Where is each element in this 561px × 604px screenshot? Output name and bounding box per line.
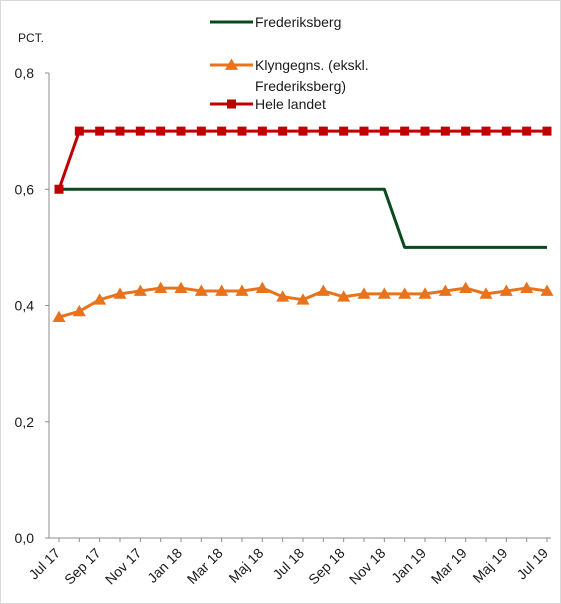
data-point [154,281,168,293]
data-point [113,287,127,299]
x-tick-label: Maj 19 [469,545,510,586]
data-point [418,287,432,299]
x-tick-label: Jul 18 [269,545,307,583]
data-point [479,287,493,299]
data-point [377,287,391,299]
data-point [235,284,249,296]
data-point [420,126,430,136]
x-tick-label: Sep 17 [61,545,104,588]
series-line [57,129,547,190]
legend-label: Klyngegns. (ekskl. [255,57,369,73]
x-tick-label: Maj 18 [225,545,266,586]
legend: Frederiksberg Klyngegns. (ekskl. Frederiks… [210,14,369,112]
data-point [461,126,471,136]
data-point [359,126,369,136]
data-point [237,126,247,136]
data-point [174,281,188,293]
data-point [459,281,473,293]
data-point [520,281,534,293]
y-tick-label: 0,6 [15,181,35,197]
series-layer [52,126,554,322]
data-point [522,126,532,136]
x-tick-label: Sep 18 [305,545,348,588]
series-0 [59,187,547,249]
data-point [400,126,410,136]
data-point [296,293,310,305]
data-point [156,126,166,136]
y-tick-label: 0,4 [15,298,35,314]
series-line [59,187,547,249]
legend-label: Frederiksberg) [255,78,346,94]
data-point [74,126,84,136]
data-point [278,126,288,136]
x-tick-label: Mar 18 [184,545,226,587]
y-axis-unit-label: PCT. [18,31,44,45]
data-point [337,290,351,302]
data-point [257,126,267,136]
data-point [276,290,290,302]
data-point [217,126,227,136]
data-point [95,126,105,136]
legend-swatch-marker [225,58,238,70]
data-point [318,126,328,136]
data-point [440,126,450,136]
data-point [316,284,330,296]
x-tick-label: Mar 19 [428,545,470,587]
data-point [52,310,66,322]
data-point [339,126,349,136]
data-point [398,287,412,299]
y-tick-label: 0,0 [15,530,35,546]
data-point [54,184,64,194]
data-point [438,284,452,296]
y-tick-label: 0,2 [15,414,35,430]
data-point [72,304,86,317]
data-point [115,126,125,136]
x-tick-label: Jan 19 [388,545,429,586]
x-tick-label: Nov 18 [346,545,389,588]
legend-swatch-marker [227,99,236,109]
data-point [133,284,147,296]
x-tick-label: Nov 17 [102,545,145,588]
data-point [196,126,206,136]
legend-label: Frederiksberg [255,14,341,30]
data-point [481,126,491,136]
data-point [298,126,308,136]
data-point [357,287,371,299]
data-point [176,126,186,136]
series-1 [52,281,554,322]
x-tick-label: Jul 19 [513,545,551,583]
x-tick-label: Jul 17 [25,545,63,583]
x-tick-label: Jan 18 [144,545,185,586]
data-point [542,126,552,136]
data-point [135,126,145,136]
data-point [499,284,513,296]
data-point [93,293,107,305]
y-tick-label: 0,8 [15,65,35,81]
data-point [501,126,511,136]
data-point [215,284,229,296]
data-point [255,281,269,293]
data-point [540,284,554,296]
series-2 [54,126,552,194]
data-point [194,284,208,296]
data-point [379,126,389,136]
legend-label: Hele landet [255,96,326,112]
